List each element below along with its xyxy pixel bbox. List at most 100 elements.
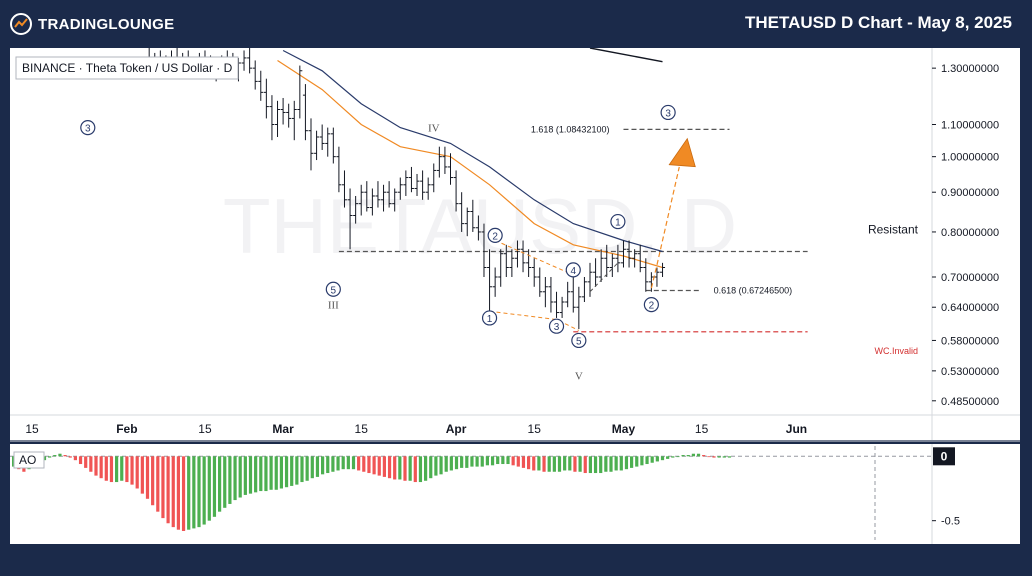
- candle: [397, 177, 403, 200]
- ao-bar: [367, 456, 371, 474]
- ao-bar: [78, 456, 83, 465]
- ao-bar: [408, 456, 412, 481]
- candle: [537, 267, 543, 297]
- candle: [565, 281, 571, 308]
- ao-bar: [218, 456, 222, 512]
- candle: [258, 70, 264, 101]
- ao-bar: [248, 456, 253, 494]
- ao-bar: [568, 456, 572, 471]
- ao-bar: [197, 456, 201, 528]
- header: TRADINGLOUNGE THETAUSD D Chart - May 8, …: [0, 0, 1032, 48]
- ao-bar: [331, 456, 335, 472]
- wave-number: 1: [615, 218, 621, 229]
- candle: [369, 188, 375, 216]
- x-tick-label: Feb: [116, 422, 137, 436]
- y-tick-label: 0.53000000: [941, 366, 999, 378]
- y-tick-label: 0.64000000: [941, 302, 999, 314]
- candle: [420, 170, 426, 200]
- wave-number: 1: [487, 314, 493, 325]
- chart-svg[interactable]: THETAUSD, D Resistant 1.618 (1.08432100) 0…: [10, 48, 1020, 544]
- x-tick-label: Jun: [786, 422, 807, 436]
- candle: [353, 195, 359, 224]
- candle: [364, 181, 370, 212]
- candle: [492, 267, 498, 297]
- wave-connector-b: [494, 239, 574, 276]
- ao-bar: [501, 456, 505, 465]
- ao-bar: [145, 456, 150, 499]
- ao-bar: [460, 456, 464, 468]
- candle: [520, 240, 526, 273]
- ao-bar: [671, 456, 675, 458]
- candle: [325, 127, 331, 157]
- candle: [509, 249, 515, 277]
- ao-bar: [496, 456, 500, 465]
- ao-bar: [326, 456, 330, 474]
- candle: [319, 124, 325, 150]
- ao-bar: [305, 456, 309, 481]
- candle: [431, 163, 437, 193]
- ao-bar: [254, 456, 258, 493]
- ao-bar: [156, 456, 160, 512]
- ao-bar: [403, 456, 407, 481]
- ao-bar: [527, 456, 531, 470]
- ao-bar: [48, 456, 52, 458]
- wave-circle: [643, 297, 659, 313]
- ao-bar: [516, 456, 520, 467]
- ao-bar: [398, 456, 402, 480]
- candle: [286, 103, 292, 128]
- ao-bar: [660, 456, 665, 461]
- logo-icon: [10, 13, 32, 35]
- x-tick-label: Apr: [446, 422, 467, 436]
- ao-bar: [655, 456, 659, 462]
- candle: [660, 262, 666, 277]
- ao-bar: [557, 456, 562, 472]
- candle: [275, 100, 281, 138]
- candle: [470, 199, 476, 232]
- ao-bar: [393, 456, 397, 480]
- ao-bar: [434, 456, 438, 476]
- ao-bar: [228, 456, 232, 504]
- candle: [308, 118, 314, 171]
- x-tick-label: May: [612, 422, 636, 436]
- wave-circle: [487, 227, 503, 243]
- wave-label-0: 3: [80, 119, 96, 136]
- ao-bar: [506, 456, 510, 465]
- ao-bar: [604, 456, 608, 472]
- wave-label-8: 5: [571, 332, 587, 349]
- candle: [531, 258, 537, 287]
- wave-label-6: 3: [548, 318, 565, 334]
- ao-bar: [444, 456, 448, 472]
- ao-bar: [140, 456, 144, 494]
- ao-bar: [321, 456, 325, 475]
- wave-label-11: 2: [643, 297, 659, 313]
- ao-bar: [73, 456, 77, 461]
- x-tick-label: 15: [695, 422, 709, 436]
- candle: [648, 272, 654, 292]
- wave-circle: [660, 104, 676, 121]
- level-label-2: 0.618 (0.67246500): [714, 286, 793, 296]
- ao-bar: [109, 456, 114, 483]
- candle: [598, 249, 604, 282]
- candle: [475, 215, 481, 241]
- ao-bar: [130, 456, 134, 485]
- projection-arrow: [668, 137, 696, 168]
- candle: [576, 286, 582, 330]
- ao-bar: [593, 456, 598, 474]
- candle: [386, 181, 392, 208]
- candle: [554, 291, 560, 318]
- ao-bar: [166, 456, 170, 524]
- wave-number: 2: [649, 301, 655, 312]
- ao-bar: [645, 456, 649, 465]
- candle: [408, 166, 414, 193]
- candle: [464, 207, 470, 237]
- ao-bar: [454, 456, 459, 470]
- ao-bar: [429, 456, 433, 479]
- symbol-label: BINANCE · Theta Token / US Dollar · D: [22, 61, 233, 75]
- ao-bar: [696, 453, 701, 457]
- wave-number: 4: [570, 266, 576, 277]
- ao-bar: [362, 456, 366, 472]
- candle: [381, 184, 387, 212]
- candle: [643, 258, 649, 292]
- ao-bar: [542, 456, 546, 472]
- x-tick-label: Mar: [272, 422, 294, 436]
